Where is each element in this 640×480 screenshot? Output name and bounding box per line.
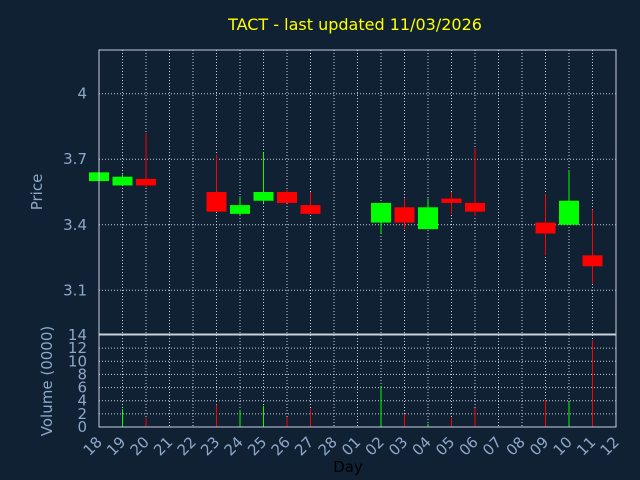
panel-frames [98,49,617,428]
price-tick-label: 3.4 [63,216,87,234]
candle-body [535,222,556,234]
candle-body [418,207,438,230]
candle-body [112,176,133,186]
x-tick-label: 09 [526,433,552,459]
x-tick-label: 03 [385,433,411,459]
volume-tick-label: 8 [77,365,87,383]
candle-body [136,178,156,186]
volume-tick-label: 4 [77,392,87,410]
volume-tick-label: 10 [68,352,87,370]
candle-body [559,200,579,225]
x-tick-label: 19 [103,433,129,459]
volume-tick-label: 2 [77,405,87,423]
x-tick-label: 06 [456,433,482,459]
x-tick-label: 10 [550,433,576,459]
x-tick-label: 11 [573,433,599,459]
x-tick-label: 27 [291,433,317,459]
x-tick-label: 12 [597,433,623,459]
candle-body [277,192,297,203]
volume-tick-label: 0 [77,418,87,436]
candle-body [582,255,603,267]
x-tick-label: 21 [150,433,176,459]
price-panel-frame [98,49,617,335]
candle-body [394,207,415,223]
x-tick-label: 23 [197,433,223,459]
x-tick-label: 24 [221,433,247,459]
price-tick-label: 3.7 [63,150,87,168]
candle-body [230,205,250,214]
x-tick-labels: 1819202122232425262728010203040506070809… [80,433,623,459]
volume-bars [122,340,593,427]
volume-panel-frame [98,334,617,428]
x-tick-label: 25 [244,433,270,459]
x-tick-label: 04 [409,433,435,459]
chart-title: TACT - last updated 11/03/2026 [227,15,482,34]
candle-body [206,192,227,212]
candles [89,133,603,284]
volume-tick-label: 14 [68,326,87,344]
x-axis-label: Day [333,458,363,476]
volume-tick-label: 6 [77,379,87,397]
x-tick-label: 22 [174,433,200,459]
x-tick-label: 20 [127,433,153,459]
x-tick-label: 01 [338,433,364,459]
x-tick-label: 08 [503,433,529,459]
candle-body [371,202,391,223]
candle-body [441,198,462,203]
price-grid [98,50,617,334]
candle-body [253,192,274,201]
x-tick-label: 05 [432,433,458,459]
price-axis-label: Price [28,174,46,211]
price-tick-labels: 3.1 3.4 3.7 4 [63,85,87,300]
x-tick-label: 07 [479,433,505,459]
volume-grid [98,335,617,427]
x-tick-label: 26 [268,433,294,459]
volume-tick-label: 12 [68,339,87,357]
candle-body [300,205,321,214]
price-tick-label: 3.1 [63,281,87,299]
price-tick-label: 4 [77,85,87,103]
candle-body [465,202,485,212]
volume-axis-label: Volume (0000) [38,326,56,436]
x-tick-label: 28 [315,433,341,459]
x-tick-label: 02 [362,433,388,459]
x-tick-label: 18 [80,433,106,459]
